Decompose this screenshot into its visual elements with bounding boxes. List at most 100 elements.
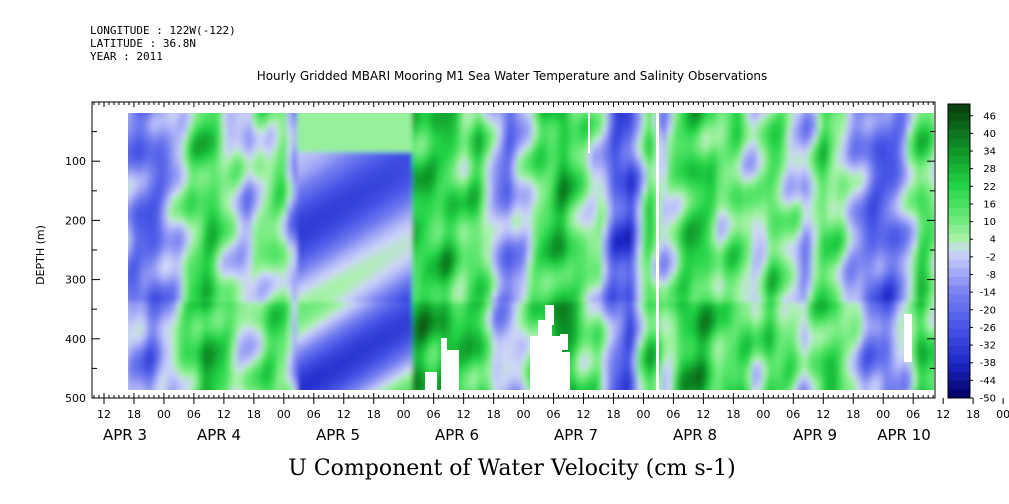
colorbar-swatch (948, 207, 970, 217)
colorbar-swatch (948, 138, 970, 148)
colorbar-swatch (948, 112, 970, 122)
colorbar-swatch (948, 389, 970, 399)
hour-tick-label: 06 (786, 408, 800, 421)
colorbar-label: -38 (980, 358, 996, 369)
hour-tick-label: 06 (547, 408, 561, 421)
colorbar-swatch (948, 346, 970, 356)
day-label: APR 10 (877, 426, 931, 444)
colorbar-frame (947, 103, 971, 399)
day-label: APR 6 (435, 426, 479, 444)
colorbar-label: 4 (990, 235, 996, 246)
hour-tick-label: 12 (217, 408, 231, 421)
hour-tick-label: 00 (756, 408, 770, 421)
colorbar-swatch (948, 190, 970, 200)
colorbar-label: -50 (980, 394, 996, 405)
colorbar-swatch (948, 354, 970, 364)
hour-tick-label: 06 (307, 408, 321, 421)
hour-tick-label: 00 (517, 408, 531, 421)
colorbar-swatch (948, 233, 970, 243)
hour-tick-label: 00 (996, 408, 1009, 421)
colorbar-label: -8 (986, 270, 996, 281)
colorbar-label: 22 (983, 182, 996, 193)
colorbar-swatch (948, 104, 970, 114)
missing-data-gap (441, 338, 447, 390)
missing-data-gap (530, 336, 538, 390)
colorbar-label: 34 (983, 147, 996, 158)
missing-data-gap (545, 305, 554, 325)
missing-data-gap (562, 352, 570, 390)
x-axis-label: U Component of Water Velocity (cm s-1) (288, 456, 735, 481)
colorbar-swatch (948, 242, 970, 252)
colorbar-label: 10 (983, 217, 996, 228)
hour-tick-label: 18 (966, 408, 980, 421)
hour-tick-label: 18 (247, 408, 261, 421)
colorbar-swatch (948, 181, 970, 191)
hour-tick-label: 12 (457, 408, 471, 421)
colorbar-swatch (948, 302, 970, 312)
y-axis: 100 200 300 400 500 (65, 101, 935, 405)
colorbar-label: 46 (983, 111, 996, 122)
chart-title: Hourly Gridded MBARI Mooring M1 Sea Wate… (257, 69, 768, 83)
missing-data-gap (538, 320, 552, 390)
y-tick-label: 100 (65, 155, 86, 168)
x-axis-days: APR 3 APR 4 APR 5 APR 6 APR 7 APR 8 APR 9 APR 1… (103, 426, 931, 444)
colorbar-label: 40 (983, 129, 996, 140)
day-label: APR 4 (197, 426, 241, 444)
colorbar-label: 28 (983, 164, 996, 175)
colorbar-label: -14 (980, 288, 996, 299)
day-label: APR 7 (554, 426, 598, 444)
colorbar-swatch (948, 164, 970, 174)
colorbar-label: -20 (980, 305, 996, 316)
colorbar-swatch (948, 363, 970, 373)
hour-tick-label: 18 (606, 408, 620, 421)
hour-tick-label: 18 (127, 408, 141, 421)
hour-tick-label: 00 (876, 408, 890, 421)
y-tick-label: 500 (65, 392, 86, 405)
missing-data-gap (447, 350, 459, 390)
missing-data-gap (904, 314, 912, 362)
hour-tick-label: 18 (367, 408, 381, 421)
hour-tick-label: 06 (906, 408, 920, 421)
colorbar-swatch (948, 121, 970, 131)
longitude-label: LONGITUDE : 122W(-122) (90, 24, 236, 37)
hour-tick-label: 12 (936, 408, 950, 421)
hour-tick-label: 18 (726, 408, 740, 421)
colorbar-label: -26 (980, 323, 996, 334)
colorbar-swatch (948, 251, 970, 261)
colorbar-swatch (948, 372, 970, 382)
day-label: APR 8 (673, 426, 717, 444)
day-label: APR 3 (103, 426, 147, 444)
colorbar-swatch (948, 320, 970, 330)
y-tick-label: 300 (65, 274, 86, 287)
day-label: APR 5 (316, 426, 360, 444)
day-label: APR 9 (793, 426, 837, 444)
colorbar-swatch (948, 337, 970, 347)
y-axis-label: DEPTH (m) (34, 225, 47, 285)
colorbar-swatch (948, 173, 970, 183)
missing-data-gap (588, 113, 590, 153)
missing-data-gap (656, 113, 659, 390)
colorbar-swatch (948, 155, 970, 165)
colorbar-swatch (948, 147, 970, 157)
hour-tick-label: 12 (97, 408, 111, 421)
latitude-label: LATITUDE : 36.8N (90, 37, 196, 50)
hour-tick-label: 18 (846, 408, 860, 421)
colorbar: 46 40 34 28 22 16 10 4 -2 -8 -14 -20 -26 -32 -38 -44 -50 (947, 103, 996, 405)
colorbar-label: -44 (980, 376, 996, 387)
hour-tick-label: 00 (277, 408, 291, 421)
colorbar-swatch (948, 328, 970, 338)
missing-data-gap (425, 372, 437, 390)
hour-tick-label: 12 (337, 408, 351, 421)
hour-tick-label: 12 (577, 408, 591, 421)
hour-tick-label: 00 (157, 408, 171, 421)
colorbar-swatch (948, 225, 970, 235)
y-tick-label: 200 (65, 214, 86, 227)
colorbar-label: -2 (986, 252, 996, 263)
colorbar-label: 16 (983, 199, 996, 210)
colorbar-swatch (948, 276, 970, 286)
missing-data-gap (552, 336, 562, 390)
colorbar-swatch (948, 285, 970, 295)
hour-tick-label: 12 (696, 408, 710, 421)
colorbar-swatch (948, 129, 970, 139)
